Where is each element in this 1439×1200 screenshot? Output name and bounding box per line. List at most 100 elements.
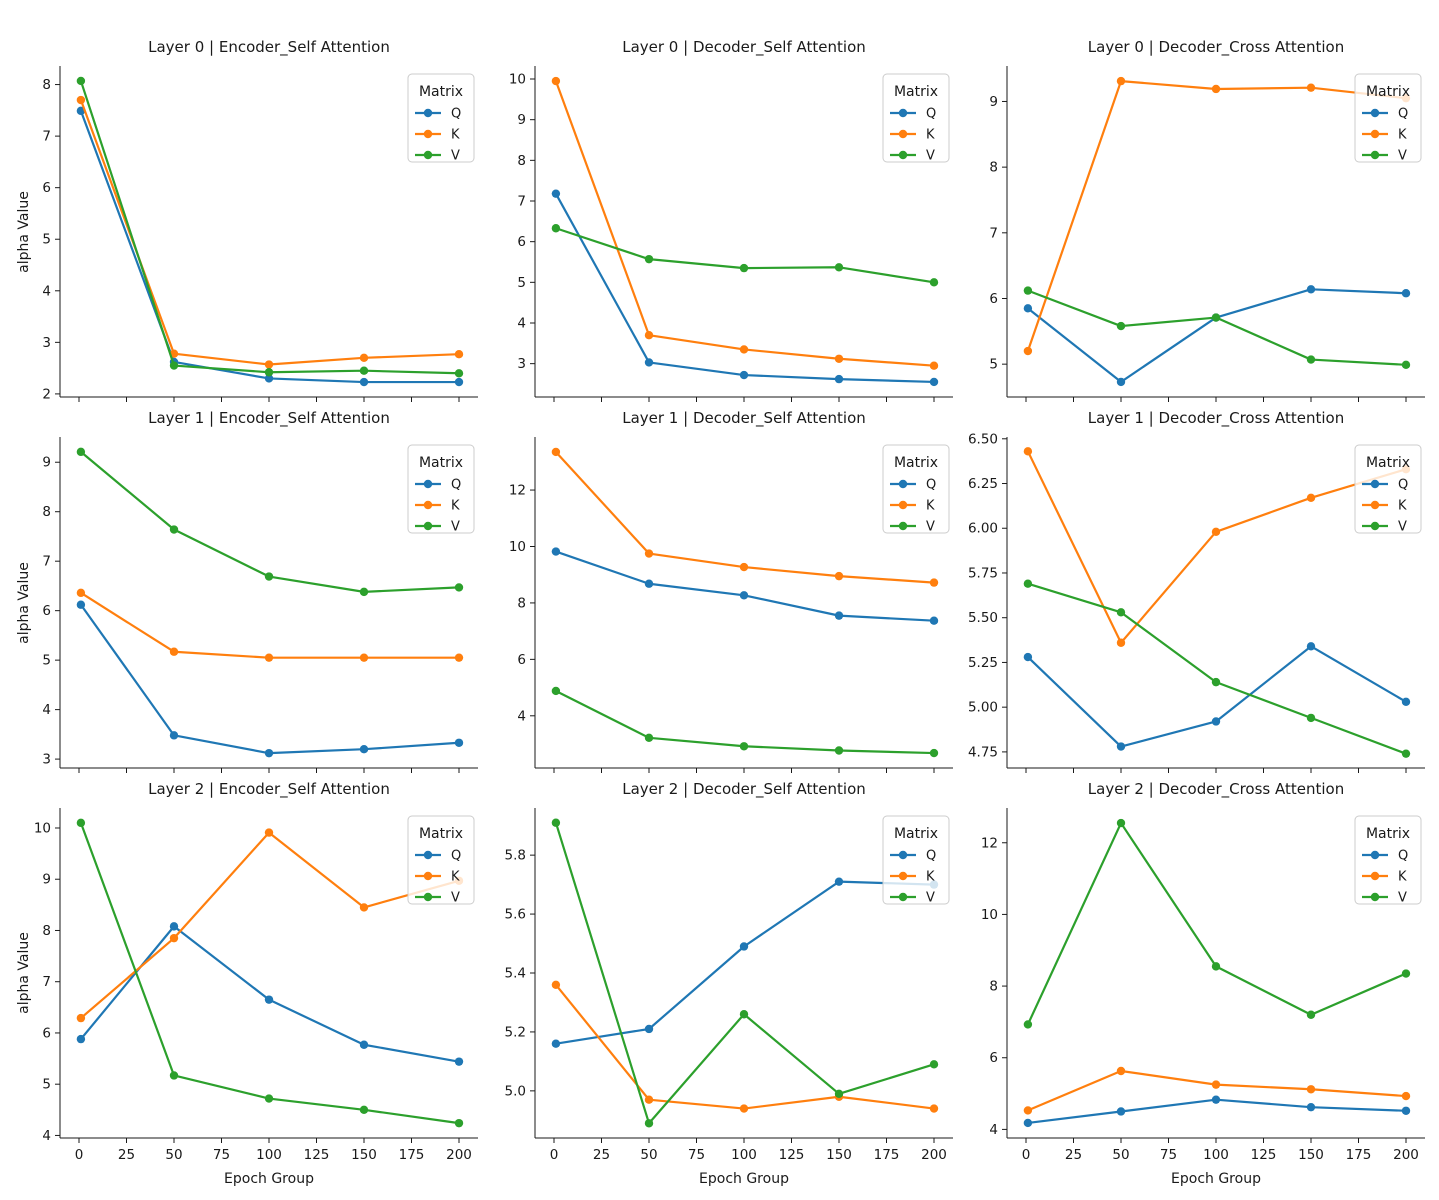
data-point-Q — [739, 370, 749, 380]
x-tick-label: 25 — [593, 1147, 610, 1163]
data-point-K — [1023, 447, 1033, 456]
legend-label-K: K — [1398, 128, 1407, 143]
legend-title: Matrix — [419, 826, 463, 842]
data-point-V — [739, 263, 749, 273]
y-tick-label: 5.0 — [505, 1083, 526, 1099]
legend-label-K: K — [926, 128, 935, 143]
data-point-Q — [454, 738, 464, 747]
data-point-Q — [551, 547, 561, 556]
legend-swatch-marker-Q — [1370, 108, 1380, 118]
y-tick-label: 5.25 — [968, 655, 998, 671]
y-tick-label: 5 — [42, 653, 51, 669]
y-tick-label: 5.75 — [968, 565, 998, 581]
legend-label-K: K — [451, 870, 460, 885]
legend-swatch-marker-V — [423, 521, 433, 531]
y-tick-label: 4 — [517, 708, 526, 724]
data-point-V — [454, 583, 464, 592]
x-tick-label: 25 — [1065, 1147, 1082, 1163]
legend-label-K: K — [926, 499, 935, 514]
data-point-K — [1211, 84, 1221, 94]
y-tick-label: 5.6 — [505, 907, 526, 923]
data-point-V — [644, 254, 654, 264]
data-point-K — [454, 653, 464, 662]
legend-label-Q: Q — [1398, 849, 1408, 864]
data-point-K — [359, 353, 369, 363]
x-tick-label: 50 — [640, 1147, 657, 1163]
y-tick-label: 6 — [42, 180, 51, 196]
x-tick-label: 125 — [1251, 1147, 1277, 1163]
legend-swatch-marker-K — [1370, 500, 1380, 510]
data-point-Q — [1306, 285, 1316, 294]
data-point-V — [1306, 355, 1316, 364]
y-tick-label: 6 — [42, 603, 51, 619]
data-point-V — [76, 818, 86, 828]
data-point-V — [1211, 962, 1221, 971]
legend-swatch-marker-K — [898, 129, 908, 139]
legend-label-V: V — [1398, 520, 1407, 535]
x-tick-label: 125 — [304, 1147, 330, 1163]
x-tick-label: 200 — [446, 1147, 472, 1163]
legend-swatch-marker-K — [898, 500, 908, 510]
data-point-Q — [739, 942, 749, 951]
y-tick-label: 5.2 — [505, 1024, 526, 1040]
data-point-V — [834, 1089, 844, 1099]
legend-swatch-marker-Q — [423, 850, 433, 860]
data-point-V — [264, 1094, 274, 1103]
data-point-V — [834, 746, 844, 755]
legend-label-K: K — [926, 870, 935, 885]
data-point-Q — [1401, 289, 1411, 298]
legend-swatch-marker-Q — [423, 479, 433, 489]
data-point-V — [76, 76, 86, 86]
legend-box — [882, 815, 950, 905]
data-point-K — [644, 549, 654, 558]
subplot-layer0-encoder-self-attention: 2 3 4 5 6 7 8 Matrix QKV — [42, 66, 478, 402]
data-point-V — [1306, 1010, 1316, 1019]
subplot-layer1-decoder-self-attention: 4 6 8 10 12 Matrix QKV — [509, 437, 953, 773]
data-point-Q — [454, 377, 464, 387]
data-point-K — [929, 578, 939, 587]
data-point-V — [1401, 360, 1411, 370]
data-point-K — [1116, 1066, 1126, 1076]
legend-label-V: V — [451, 520, 460, 535]
data-point-Q — [1401, 1106, 1411, 1115]
data-point-K — [1023, 346, 1033, 356]
y-tick-label: 10 — [981, 907, 998, 923]
legend-label-K: K — [451, 128, 460, 143]
y-tick-label: 7 — [42, 129, 51, 145]
data-point-K — [739, 1104, 749, 1113]
data-point-V — [739, 742, 749, 751]
data-point-K — [551, 980, 561, 989]
data-point-V — [1116, 818, 1126, 828]
data-point-K — [359, 903, 369, 912]
x-tick-label: 200 — [1393, 1147, 1419, 1163]
data-point-Q — [1116, 377, 1126, 387]
data-point-K — [739, 345, 749, 354]
legend-swatch-marker-K — [423, 500, 433, 510]
data-point-V — [169, 361, 179, 370]
x-tick-label: 100 — [256, 1147, 282, 1163]
legend-title: Matrix — [419, 455, 463, 471]
series-line-K — [1026, 450, 1408, 644]
series-line-K — [79, 98, 461, 366]
legend-swatch-marker-Q — [1370, 850, 1380, 860]
data-point-K — [454, 350, 464, 359]
legend-swatch-marker-V — [423, 150, 433, 160]
legend-swatch-marker-V — [1370, 150, 1380, 160]
data-point-K — [1023, 1106, 1033, 1115]
y-tick-label: 7 — [517, 194, 526, 210]
data-point-K — [1401, 1091, 1411, 1101]
legend-title: Matrix — [894, 84, 938, 100]
legend-title: Matrix — [1366, 826, 1410, 842]
legend-label-V: V — [926, 520, 935, 535]
legend-swatch-marker-K — [1370, 871, 1380, 881]
data-point-V — [454, 1118, 464, 1128]
y-tick-label: 3 — [42, 752, 51, 768]
y-tick-label: 5 — [42, 232, 51, 248]
y-tick-label: 5 — [517, 275, 526, 291]
data-point-K — [929, 361, 939, 370]
data-point-Q — [1023, 304, 1033, 313]
data-point-V — [454, 369, 464, 378]
y-tick-label: 9 — [42, 455, 51, 471]
data-point-V — [264, 368, 274, 377]
